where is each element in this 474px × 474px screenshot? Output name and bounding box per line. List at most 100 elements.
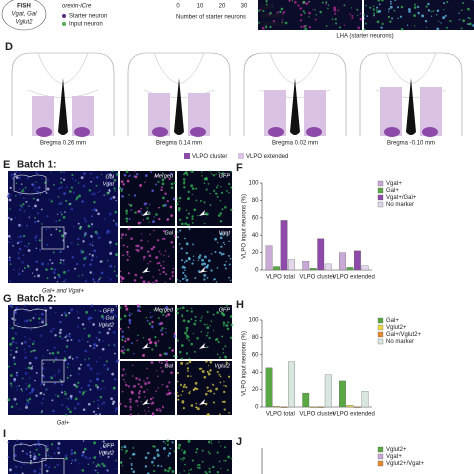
cell (164, 468, 167, 472)
cell (100, 388, 103, 390)
cell (95, 344, 98, 347)
cell (203, 255, 207, 259)
cell (137, 221, 141, 225)
cell (90, 193, 93, 196)
cell (133, 352, 135, 355)
cell (230, 208, 233, 212)
cell (152, 445, 154, 448)
cell (169, 447, 172, 450)
cell (89, 271, 92, 274)
cell (65, 314, 68, 317)
cell (155, 344, 158, 347)
cell (201, 258, 205, 262)
cell (207, 372, 211, 376)
legend-swatch (377, 338, 384, 345)
bar (302, 392, 310, 408)
cell (30, 385, 32, 387)
cell (47, 452, 49, 454)
cell (106, 331, 110, 335)
cell (99, 388, 102, 390)
cell (87, 384, 91, 387)
cell (9, 186, 12, 190)
cell (57, 213, 59, 215)
cell (132, 452, 136, 456)
cell (186, 309, 189, 312)
cell (112, 386, 116, 390)
section-label: Bregma 0.14 mm (156, 141, 202, 147)
cell (62, 259, 65, 262)
cell (64, 454, 68, 458)
cell (171, 274, 174, 278)
cell (181, 400, 185, 404)
cell (158, 217, 161, 221)
cell (314, 18, 317, 21)
cell (19, 240, 23, 243)
cell (206, 386, 209, 389)
cell (24, 325, 26, 328)
cell (185, 386, 188, 389)
cell (90, 258, 94, 262)
cell (114, 361, 117, 363)
cell (158, 322, 162, 326)
cell (198, 463, 201, 467)
cell (121, 330, 124, 333)
cell (220, 467, 222, 470)
cell (413, 25, 416, 27)
cell (136, 249, 140, 252)
cell (97, 236, 101, 239)
cell (218, 460, 221, 463)
cell (161, 182, 165, 186)
cell (171, 270, 174, 274)
cell (203, 177, 207, 181)
cell (76, 402, 80, 406)
cell (230, 457, 233, 460)
cell (156, 262, 159, 265)
cell (430, 10, 432, 13)
cell (219, 445, 222, 447)
cell (38, 239, 41, 242)
vlpo-extended (420, 87, 442, 136)
cell (100, 173, 103, 176)
cell (181, 449, 183, 451)
cell (27, 176, 30, 179)
legend-label: VLPO extended (246, 154, 288, 160)
cell (92, 257, 94, 259)
legend-swatch (377, 331, 384, 338)
legend-label: Starter neuron (69, 14, 107, 20)
cell (191, 217, 194, 221)
cell (210, 440, 213, 442)
cell (21, 390, 24, 392)
cell (168, 391, 172, 395)
cell (29, 459, 32, 462)
cell (9, 263, 12, 265)
cell (381, 22, 384, 25)
cell (41, 312, 44, 316)
cell (210, 269, 213, 272)
cell (84, 358, 86, 361)
cell (140, 221, 142, 224)
cell (436, 14, 438, 16)
cell (80, 176, 84, 180)
cell (138, 390, 141, 393)
tile-label: Gal (164, 363, 173, 369)
cell (356, 8, 359, 11)
cell (327, 7, 329, 10)
cell (33, 340, 36, 343)
cell (122, 346, 125, 349)
cell (52, 360, 55, 363)
cell (259, 8, 262, 11)
cell (71, 177, 74, 180)
cell (188, 360, 192, 364)
cell (192, 259, 195, 261)
cell (47, 179, 50, 182)
bar (324, 374, 332, 408)
legend-swatch (377, 194, 384, 201)
inset-box (41, 226, 65, 250)
cell (60, 186, 64, 189)
cell (63, 263, 65, 265)
cell (147, 250, 150, 253)
arrowhead (142, 399, 151, 405)
arrowhead (142, 343, 151, 349)
cell (78, 390, 82, 394)
cell (209, 360, 213, 364)
